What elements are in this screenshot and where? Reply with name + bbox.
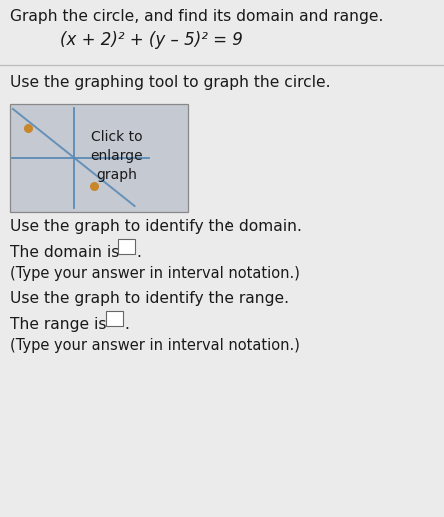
Text: Use the graphing tool to graph the circle.: Use the graphing tool to graph the circl… — [10, 75, 330, 90]
Text: The range is: The range is — [10, 317, 111, 332]
Text: .: . — [124, 317, 129, 332]
Text: (x + 2)² + (y – 5)² = 9: (x + 2)² + (y – 5)² = 9 — [60, 31, 243, 49]
Text: (Type your answer in interval notation.): (Type your answer in interval notation.) — [10, 338, 300, 353]
Bar — [106, 311, 123, 326]
Bar — [10, 104, 188, 212]
Text: ʾ: ʾ — [226, 221, 230, 234]
Text: The domain is: The domain is — [10, 245, 124, 260]
Text: (Type your answer in interval notation.): (Type your answer in interval notation.) — [10, 266, 300, 281]
Text: .: . — [136, 245, 141, 260]
Text: Use the graph to identify the range.: Use the graph to identify the range. — [10, 291, 289, 306]
Bar — [118, 239, 135, 254]
Text: Click to
enlarge
graph: Click to enlarge graph — [91, 130, 143, 182]
Text: Graph the circle, and find its domain and range.: Graph the circle, and find its domain an… — [10, 9, 383, 24]
Text: Use the graph to identify the domain.: Use the graph to identify the domain. — [10, 219, 302, 234]
